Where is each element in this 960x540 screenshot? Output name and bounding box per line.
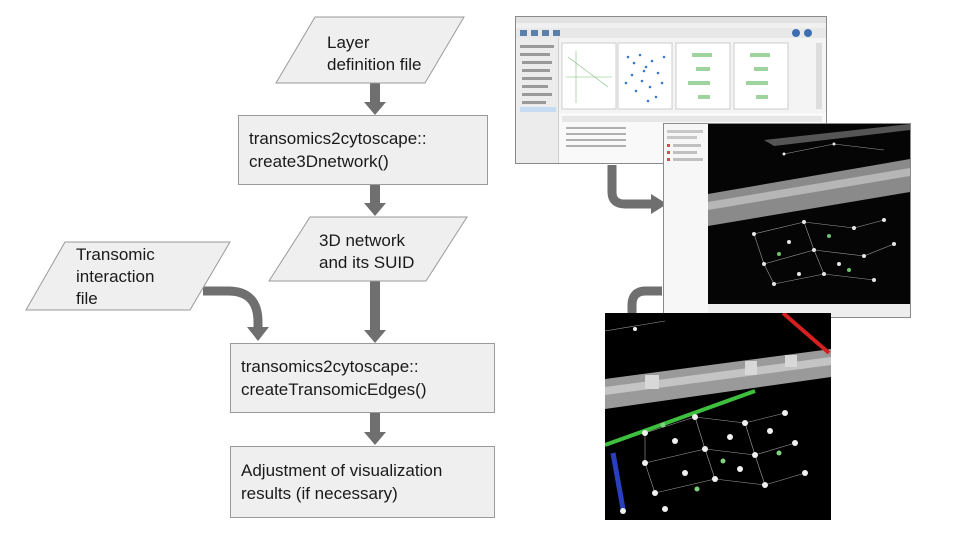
arrow-2-shaft — [370, 185, 380, 205]
arrow-6-head — [651, 194, 667, 214]
arrow-4-shaft — [370, 412, 380, 434]
layer-file-line-1: Layer — [327, 33, 370, 52]
arrow-5-curve — [203, 286, 263, 328]
red-edge — [781, 313, 831, 355]
arrow-4-head — [364, 432, 386, 445]
interaction-file-shape — [25, 241, 231, 311]
arrow-7-curve — [627, 286, 662, 318]
arrow-3-head — [364, 330, 386, 343]
interaction-file-line-1: Transomic — [76, 245, 155, 264]
arrow-1-head — [364, 102, 386, 115]
arrow-6-curve — [607, 165, 653, 209]
blue-edge — [610, 452, 626, 510]
layer-file-label: Layer definition file — [327, 32, 422, 76]
network-output-label: 3D network and its SUID — [319, 230, 414, 274]
layer-file-line-2: definition file — [327, 55, 422, 74]
green-edge — [605, 389, 756, 447]
create3d-process-box: transomics2cytoscape:: create3Dnetwork() — [238, 115, 488, 185]
renderer-3d-thumbnail — [664, 124, 910, 317]
interaction-file-label: Transomic interaction file — [76, 244, 155, 310]
network-output-line-2: and its SUID — [319, 253, 415, 272]
adjustment-process-box: Adjustment of visualization results (if … — [230, 446, 495, 518]
interaction-file-line-2: interaction — [76, 267, 155, 286]
transomic-3d-thumbnail — [605, 313, 831, 520]
transomic-edges-screenshot — [605, 313, 831, 520]
arrow-5-head — [247, 327, 269, 341]
layer-file-shape — [275, 16, 465, 84]
renderer-window-screenshot — [663, 123, 911, 318]
arrow-2-head — [364, 203, 386, 216]
arrow-3-shaft — [370, 280, 380, 332]
create-edges-process-box: transomics2cytoscape:: createTransomicEd… — [230, 343, 495, 413]
create3d-line-2: create3Dnetwork() — [249, 152, 389, 171]
create-edges-line-1: transomics2cytoscape:: — [241, 357, 419, 376]
interaction-file-line-3: file — [76, 289, 98, 308]
network-output-line-1: 3D network — [319, 231, 405, 250]
network-output-shape — [268, 216, 468, 282]
create-edges-line-2: createTransomicEdges() — [241, 380, 427, 399]
arrow-1-shaft — [370, 80, 380, 104]
create3d-line-1: transomics2cytoscape:: — [249, 129, 427, 148]
adjustment-line-2: results (if necessary) — [241, 484, 398, 503]
adjustment-line-1: Adjustment of visualization — [241, 461, 443, 480]
